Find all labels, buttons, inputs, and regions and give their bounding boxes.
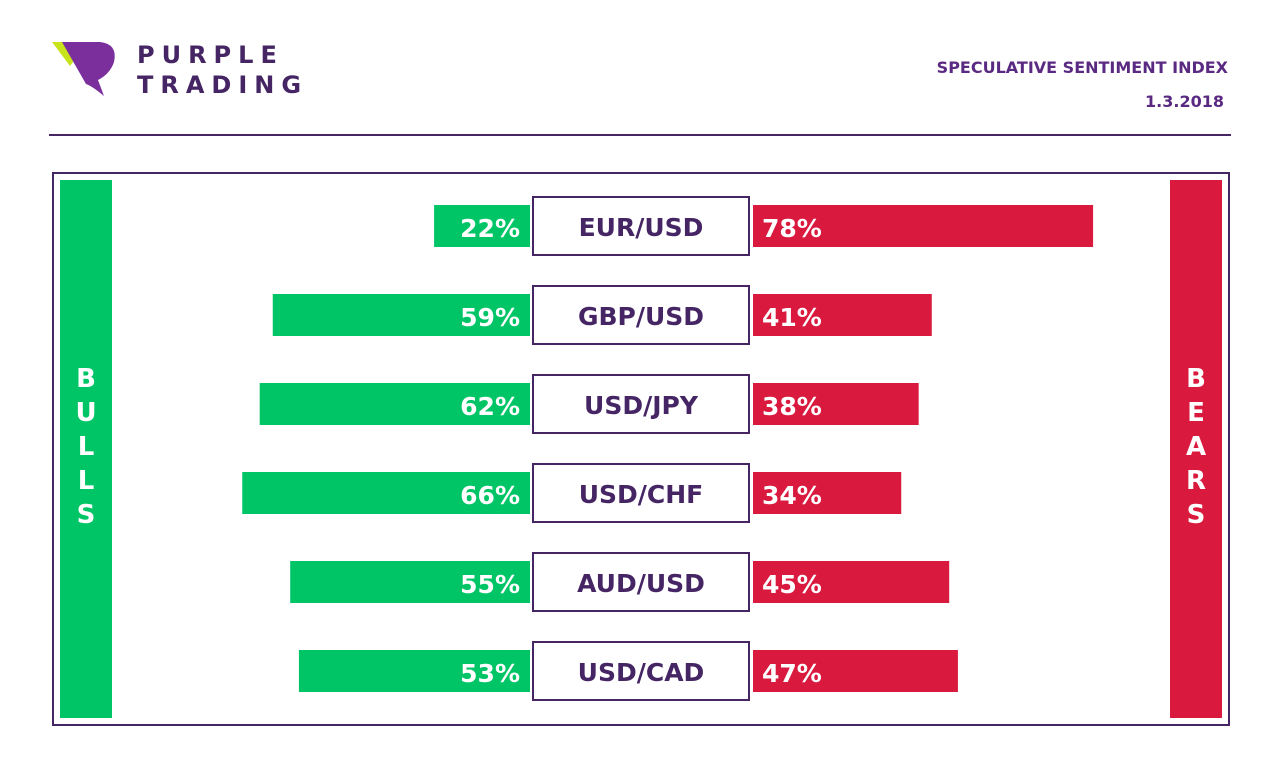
bear-value-label: 78% <box>762 214 822 243</box>
bears-sidebar: BEARS <box>1170 180 1222 718</box>
pair-box <box>532 196 750 256</box>
pair-box <box>532 463 750 523</box>
index-title: SPECULATIVE SENTIMENT INDEX <box>936 58 1228 77</box>
logo-icon <box>52 42 115 96</box>
bears-label: BEARS <box>1181 364 1211 534</box>
brand-line-1: PURPLE <box>137 41 284 69</box>
bear-bar <box>753 561 950 603</box>
bear-bar <box>753 650 958 692</box>
bull-value-label: 59% <box>460 303 520 332</box>
pair-label: USD/CAD <box>578 658 705 687</box>
pair-box <box>532 641 750 701</box>
bear-value-label: 34% <box>762 481 822 510</box>
bull-bar <box>259 383 530 425</box>
pair-box <box>532 552 750 612</box>
bull-bar <box>290 561 530 603</box>
bull-value-label: 53% <box>460 659 520 688</box>
pair-box <box>532 374 750 434</box>
bull-bar <box>434 205 530 247</box>
brand-line-2: TRADING <box>137 71 309 99</box>
bull-bar <box>298 650 530 692</box>
purple-trading-logo: PURPLE TRADING <box>52 40 312 100</box>
bear-value-label: 47% <box>762 659 822 688</box>
bull-value-label: 55% <box>460 570 520 599</box>
bear-bar <box>753 383 919 425</box>
pair-box <box>532 285 750 345</box>
index-date: 1.3.2018 <box>1145 92 1224 111</box>
bulls-label: BULLS <box>71 364 101 534</box>
header-divider <box>49 134 1231 136</box>
bulls-sidebar: BULLS <box>60 180 112 718</box>
bear-value-label: 38% <box>762 392 822 421</box>
bear-bar <box>753 472 902 514</box>
bull-bar <box>242 472 531 514</box>
bear-value-label: 41% <box>762 303 822 332</box>
bull-bar <box>272 294 530 336</box>
bear-bar <box>753 294 932 336</box>
bear-value-label: 45% <box>762 570 822 599</box>
chart-frame <box>52 172 1230 726</box>
pair-label: GBP/USD <box>578 302 704 331</box>
pair-label: USD/CHF <box>579 480 704 509</box>
bull-value-label: 22% <box>460 214 520 243</box>
bear-bar <box>753 205 1094 247</box>
bull-value-label: 62% <box>460 392 520 421</box>
pair-label: USD/JPY <box>584 391 699 420</box>
pair-label: EUR/USD <box>579 213 704 242</box>
bull-value-label: 66% <box>460 481 520 510</box>
pair-label: AUD/USD <box>577 569 705 598</box>
